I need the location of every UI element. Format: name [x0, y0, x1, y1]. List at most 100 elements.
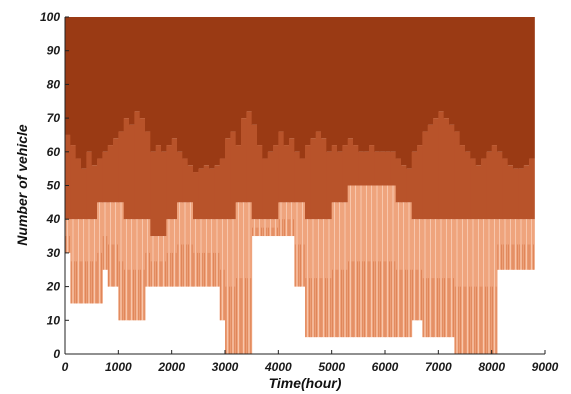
area-dark-segment — [369, 17, 375, 146]
area-dark-segment — [326, 17, 333, 152]
area-dark-segment — [177, 17, 183, 152]
area-mid-segment — [294, 151, 301, 203]
area-mid-segment — [134, 111, 141, 220]
area-mid-segment — [241, 118, 247, 203]
y-tick-label: 60 — [47, 145, 61, 159]
area-mid-segment — [166, 145, 173, 220]
area-dark-segment — [257, 17, 263, 146]
area-dark-segment — [502, 17, 509, 159]
area-dark-segment — [406, 17, 413, 169]
area-mid-segment — [321, 138, 327, 220]
y-tick-label: 10 — [47, 313, 61, 327]
area-mid-segment — [91, 165, 98, 220]
area-mid-segment — [187, 165, 194, 203]
area-mid-segment — [193, 172, 199, 220]
area-mid-segment — [214, 165, 221, 220]
area-dark-segment — [187, 17, 194, 166]
area-dark-segment — [475, 17, 482, 166]
area-mid-segment — [145, 131, 151, 220]
y-axis-label: Number of vehicle — [14, 124, 30, 246]
area-mid-segment — [401, 165, 407, 203]
area-mid-segment — [379, 151, 386, 186]
area-mid-segment — [273, 145, 279, 220]
area-dark-segment — [395, 17, 402, 159]
ticks-layer: 0 1000 2000 3000 4000 5000 6000 7000 8000 9000 0 10… — [40, 10, 559, 374]
area-mid-segment — [235, 145, 242, 203]
x-tick-label: 2000 — [157, 360, 185, 374]
area-dark-segment — [379, 17, 386, 152]
area-mid-segment — [161, 151, 167, 237]
area-mid-segment — [433, 118, 439, 220]
area-mid-segment — [315, 131, 322, 220]
area-mid-segment — [422, 131, 429, 220]
area-dark-segment — [278, 17, 285, 132]
area-mid-segment — [107, 145, 114, 203]
area-dark-segment — [518, 17, 525, 169]
area-dark-segment — [358, 17, 365, 152]
area-dark-segment — [315, 17, 322, 132]
area-dark-segment — [491, 17, 498, 146]
area-mid-segment — [507, 165, 514, 220]
area-dark-segment — [529, 17, 535, 159]
x-tick-label: 8000 — [478, 360, 505, 374]
area-mid-segment — [454, 131, 461, 220]
x-axis-label: Time(hour) — [269, 375, 342, 391]
area-mid-segment — [481, 158, 487, 220]
area-dark-segment — [454, 17, 461, 132]
area-mid-segment — [497, 151, 503, 220]
area-dark-segment — [81, 17, 87, 169]
area-mid-segment — [129, 124, 135, 220]
area-dark-segment — [123, 17, 130, 119]
area-dark-segment — [171, 17, 178, 139]
area-mid-segment — [513, 168, 519, 220]
area-dark-segment — [465, 17, 471, 152]
area-dark-segment — [230, 17, 237, 132]
area-dark-segment — [193, 17, 199, 173]
area-dark-segment — [513, 17, 519, 169]
area-dark-segment — [438, 17, 445, 112]
area-mid-segment — [198, 168, 205, 220]
area-dark-segment — [481, 17, 487, 159]
y-tick-label: 0 — [53, 347, 60, 361]
area-dark-segment — [139, 17, 146, 119]
x-tick-label: 7000 — [425, 360, 452, 374]
area-mid-segment — [470, 158, 477, 220]
area-dark-segment — [65, 17, 71, 135]
area-mid-segment — [459, 145, 466, 220]
area-dark-segment — [422, 17, 429, 132]
area-mid-segment — [363, 151, 370, 186]
area-mid-segment — [406, 168, 413, 203]
area-dark-segment — [417, 17, 423, 146]
area-mid-segment — [177, 151, 183, 203]
area-mid-segment — [81, 168, 87, 220]
area-mid-segment — [65, 134, 71, 220]
x-tick-label: 5000 — [318, 360, 345, 374]
area-mid-segment — [438, 111, 445, 220]
area-dark-segment — [353, 17, 359, 146]
y-tick-label: 90 — [47, 44, 61, 58]
area-dark-segment — [337, 17, 343, 152]
area-mid-segment — [374, 151, 381, 186]
area-mid-segment — [123, 118, 130, 220]
area-dark-segment — [198, 17, 205, 169]
area-mid-segment — [267, 151, 274, 220]
area-dark-segment — [209, 17, 215, 169]
area-mid-segment — [182, 158, 189, 203]
y-tick-label: 50 — [47, 179, 61, 193]
area-dark-segment — [86, 17, 93, 152]
area-dark-segment — [310, 17, 317, 139]
area-mid-segment — [97, 158, 103, 203]
area-mid-segment — [225, 138, 231, 220]
area-mid-segment — [443, 118, 450, 220]
area-mid-segment — [171, 138, 178, 220]
x-tick-label: 3000 — [212, 360, 239, 374]
area-dark-segment — [305, 17, 311, 146]
area-mid-segment — [523, 165, 530, 220]
area-mid-segment — [209, 168, 215, 220]
area-dark-segment — [390, 17, 397, 152]
area-dark-segment — [97, 17, 103, 159]
area-mid-segment — [342, 145, 349, 203]
area-mid-segment — [230, 131, 237, 220]
area-mid-segment — [155, 145, 162, 237]
